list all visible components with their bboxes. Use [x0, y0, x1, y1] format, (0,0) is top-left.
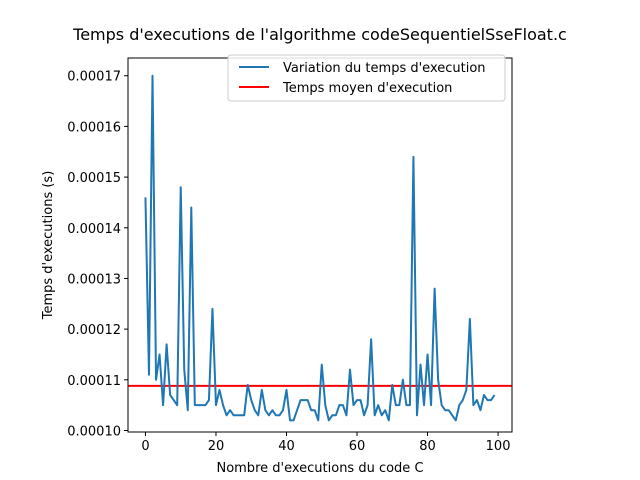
y-tick-label: 0.00015 [67, 171, 121, 186]
axis-ticks: 0 20 40 60 80 100 0.00010 0.00011 0.00012 0.00013… [67, 70, 510, 454]
y-tick-label: 0.00012 [67, 323, 121, 338]
legend: Variation du temps d'execution Temps moy… [227, 54, 506, 102]
execution-time-series [144, 74, 496, 422]
x-tick-label: 60 [349, 439, 366, 454]
legend-box [227, 54, 506, 102]
legend-label-variation: Variation du temps d'execution [283, 61, 486, 76]
x-tick-label: 40 [278, 439, 295, 454]
x-tick-label: 20 [208, 439, 225, 454]
x-tick-label: 80 [419, 439, 436, 454]
y-tick-label: 0.00017 [67, 70, 121, 85]
plot-content [128, 74, 512, 422]
y-tick-label: 0.00011 [67, 374, 121, 389]
y-tick-label: 0.00013 [67, 272, 121, 287]
y-tick-label: 0.00010 [67, 424, 121, 439]
x-tick-label: 100 [486, 439, 511, 454]
x-tick-label: 0 [141, 439, 149, 454]
x-axis-label: Nombre d'executions du code C [216, 461, 423, 476]
y-tick-label: 0.00016 [67, 120, 121, 135]
y-tick-label: 0.00014 [67, 222, 121, 237]
chart-title: Temps d'executions de l'algorithme codeS… [72, 25, 567, 44]
legend-label-mean: Temps moyen d'execution [282, 81, 452, 96]
y-axis-label: Temps d'executions (s) [41, 171, 56, 321]
